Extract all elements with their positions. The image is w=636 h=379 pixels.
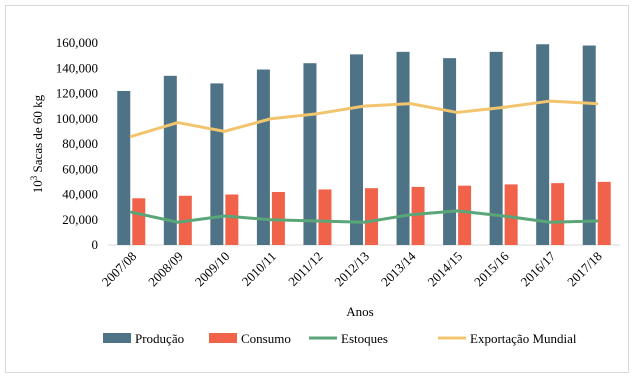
legend-label-producao: Produção — [135, 331, 184, 346]
y-tick-label: 140,000 — [56, 60, 98, 75]
bar-consumo — [365, 188, 378, 245]
x-tick-label: 2008/09 — [145, 249, 186, 290]
bar-producao — [350, 54, 363, 245]
y-axis: 0 20,000 40,000 60,000 80,000 100,000 120,000 1… — [56, 35, 98, 252]
bar-consumo — [504, 184, 518, 245]
bar-producao — [489, 51, 503, 246]
bar-producao — [163, 75, 177, 245]
chart-frame — [5, 5, 629, 373]
bar-producao — [117, 90, 131, 245]
y-tick-label: 160,000 — [56, 35, 98, 50]
y-tick-label: 0 — [92, 237, 99, 252]
legend-label-exportacao-mundial: Exportação Mundial — [470, 331, 577, 346]
bar-consumo — [458, 185, 472, 245]
bar-producao — [256, 69, 270, 245]
x-axis-title: Anos — [346, 304, 373, 319]
legend-swatch-producao — [103, 333, 131, 343]
x-tick-label: 2009/10 — [192, 249, 233, 290]
x-tick-label: 2015/16 — [471, 248, 512, 289]
legend-label-estoques: Estoques — [341, 331, 388, 346]
y-tick-label: 60,000 — [62, 161, 98, 176]
x-tick-label: 2010/11 — [239, 249, 279, 289]
x-tick-label: 2013/14 — [378, 248, 419, 289]
y-tick-label: 120,000 — [56, 86, 98, 101]
bar-producao — [303, 63, 317, 246]
bar-producao — [210, 83, 224, 246]
x-tick-label: 2007/08 — [99, 249, 140, 290]
x-tick-label: 2011/12 — [285, 249, 325, 289]
y-tick-label: 40,000 — [62, 187, 98, 202]
bars-layer — [117, 44, 611, 246]
x-tick-label: 2017/18 — [564, 249, 605, 290]
bar-producao — [396, 51, 410, 246]
x-tick-label: 2016/17 — [518, 248, 559, 289]
y-axis-title-sup: 3 — [29, 175, 39, 180]
bar-consumo — [318, 189, 332, 245]
y-tick-label: 80,000 — [62, 136, 98, 151]
bar-producao — [582, 45, 596, 246]
y-tick-label: 100,000 — [56, 111, 98, 126]
line-estoques — [129, 209, 599, 224]
bar-consumo — [225, 194, 239, 245]
legend-swatch-consumo — [209, 333, 237, 343]
bar-consumo — [132, 198, 146, 245]
bar-producao — [443, 58, 457, 246]
legend: Produção Consumo Estoques Exportação Mundia… — [103, 331, 577, 346]
y-axis-title-base: 10 — [30, 180, 45, 193]
legend-label-consumo: Consumo — [241, 331, 291, 346]
x-tick-label: 2014/15 — [424, 249, 465, 290]
y-tick-label: 20,000 — [62, 212, 98, 227]
bar-consumo — [597, 181, 611, 245]
x-axis: 2007/08 2008/09 2009/10 2010/11 2011/12 2012/… — [99, 244, 620, 290]
bar-consumo — [411, 186, 425, 245]
x-tick-label: 2012/13 — [331, 249, 372, 290]
y-axis-title: 103 Sacas de 60 kg — [29, 94, 45, 193]
bar-producao — [536, 44, 550, 246]
lines-layer — [129, 99, 599, 224]
line-exportacao-mundial — [129, 99, 599, 138]
bar-consumo — [551, 183, 565, 245]
y-axis-title-rest: Sacas de 60 kg — [30, 94, 45, 175]
